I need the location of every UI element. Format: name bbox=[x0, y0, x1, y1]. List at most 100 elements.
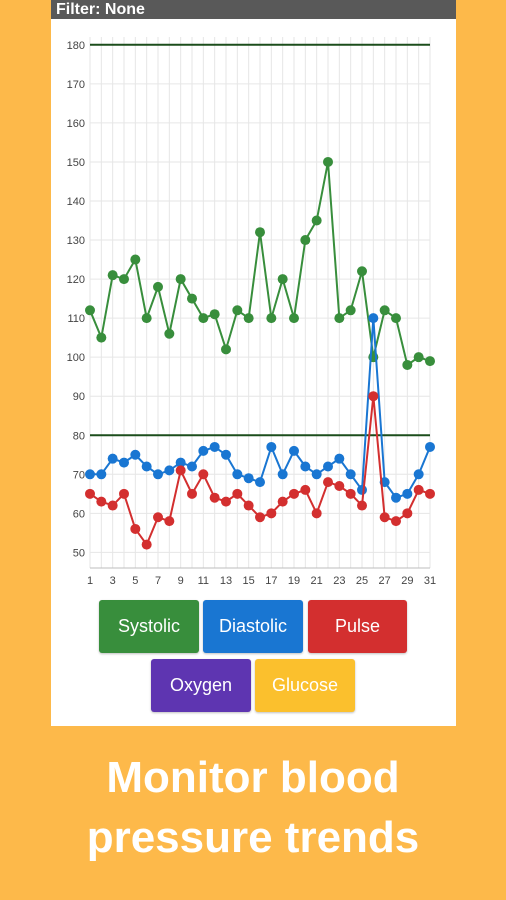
data-point bbox=[130, 254, 141, 265]
data-point bbox=[413, 484, 424, 495]
data-point bbox=[175, 274, 186, 285]
data-point bbox=[277, 274, 288, 285]
pulse-button[interactable]: Pulse bbox=[308, 600, 407, 653]
diastolic-button[interactable]: Diastolic bbox=[203, 600, 303, 653]
data-point bbox=[289, 445, 299, 456]
data-point bbox=[209, 441, 220, 452]
data-point bbox=[323, 477, 333, 488]
data-point bbox=[209, 309, 220, 320]
data-point bbox=[232, 305, 243, 316]
data-point bbox=[311, 508, 322, 519]
data-point bbox=[413, 469, 424, 480]
data-point bbox=[357, 266, 367, 277]
y-tick-label: 100 bbox=[67, 352, 85, 364]
data-point bbox=[345, 469, 356, 480]
systolic-button[interactable]: Systolic bbox=[99, 600, 199, 653]
data-point bbox=[221, 496, 231, 507]
y-tick-label: 170 bbox=[67, 79, 85, 91]
data-point bbox=[198, 445, 209, 456]
x-tick-label: 21 bbox=[311, 575, 323, 587]
y-tick-label: 70 bbox=[73, 469, 85, 481]
data-point bbox=[300, 484, 311, 495]
data-point bbox=[107, 453, 118, 464]
data-point bbox=[266, 313, 277, 324]
data-point bbox=[221, 449, 231, 460]
y-tick-label: 180 bbox=[67, 40, 85, 52]
data-point bbox=[164, 328, 175, 339]
data-point bbox=[391, 492, 401, 503]
data-point bbox=[255, 227, 265, 238]
oxygen-button[interactable]: Oxygen bbox=[151, 659, 251, 712]
data-point bbox=[243, 500, 254, 511]
data-point bbox=[255, 512, 265, 523]
data-point bbox=[85, 488, 95, 499]
data-point bbox=[334, 481, 345, 492]
filter-status-bar: Filter: None bbox=[51, 0, 456, 19]
data-point bbox=[425, 441, 435, 452]
data-point bbox=[311, 215, 322, 226]
x-tick-label: 29 bbox=[401, 575, 413, 587]
data-point bbox=[255, 477, 265, 488]
data-point bbox=[130, 523, 141, 534]
x-tick-label: 19 bbox=[288, 575, 300, 587]
data-point bbox=[141, 313, 152, 324]
tagline-line-2: pressure trends bbox=[86, 813, 420, 862]
data-point bbox=[300, 235, 311, 246]
data-point bbox=[334, 313, 345, 324]
data-point bbox=[119, 274, 129, 285]
data-point bbox=[164, 516, 175, 527]
data-point bbox=[323, 461, 333, 472]
data-point bbox=[175, 465, 186, 476]
y-tick-label: 150 bbox=[67, 157, 85, 169]
data-point bbox=[289, 488, 299, 499]
data-point bbox=[85, 305, 95, 316]
data-point bbox=[334, 453, 345, 464]
data-point bbox=[96, 496, 107, 507]
data-point bbox=[175, 457, 186, 468]
data-point bbox=[311, 469, 322, 480]
y-tick-label: 130 bbox=[67, 235, 85, 247]
data-point bbox=[119, 488, 129, 499]
data-point bbox=[266, 441, 277, 452]
data-point bbox=[425, 488, 435, 499]
data-point bbox=[232, 488, 243, 499]
data-point bbox=[187, 461, 197, 472]
data-point bbox=[357, 484, 367, 495]
data-point bbox=[357, 500, 367, 511]
data-point bbox=[402, 359, 413, 370]
data-point bbox=[209, 492, 220, 503]
x-tick-label: 17 bbox=[265, 575, 277, 587]
x-tick-label: 9 bbox=[178, 575, 184, 587]
data-point bbox=[323, 156, 333, 167]
x-tick-label: 23 bbox=[333, 575, 345, 587]
data-point bbox=[368, 313, 379, 324]
y-tick-label: 110 bbox=[67, 313, 85, 325]
data-point bbox=[141, 461, 152, 472]
data-point bbox=[232, 469, 243, 480]
data-point bbox=[96, 332, 107, 343]
data-point bbox=[243, 473, 254, 484]
data-point bbox=[243, 313, 254, 324]
data-point bbox=[413, 352, 424, 363]
x-tick-label: 7 bbox=[155, 575, 161, 587]
y-tick-label: 80 bbox=[73, 430, 85, 442]
data-point bbox=[198, 313, 209, 324]
data-point bbox=[425, 356, 435, 367]
x-tick-label: 1 bbox=[87, 575, 93, 587]
x-tick-label: 3 bbox=[110, 575, 116, 587]
data-point bbox=[141, 539, 152, 550]
glucose-button[interactable]: Glucose bbox=[255, 659, 355, 712]
y-tick-label: 120 bbox=[67, 274, 85, 286]
data-point bbox=[119, 457, 129, 468]
data-point bbox=[221, 344, 231, 355]
x-tick-label: 25 bbox=[356, 575, 368, 587]
data-point bbox=[96, 469, 107, 480]
data-point bbox=[153, 512, 163, 523]
y-tick-label: 60 bbox=[73, 508, 85, 520]
data-point bbox=[277, 496, 288, 507]
x-tick-label: 5 bbox=[132, 575, 138, 587]
y-tick-label: 140 bbox=[67, 196, 85, 208]
data-point bbox=[391, 313, 401, 324]
data-point bbox=[402, 488, 413, 499]
